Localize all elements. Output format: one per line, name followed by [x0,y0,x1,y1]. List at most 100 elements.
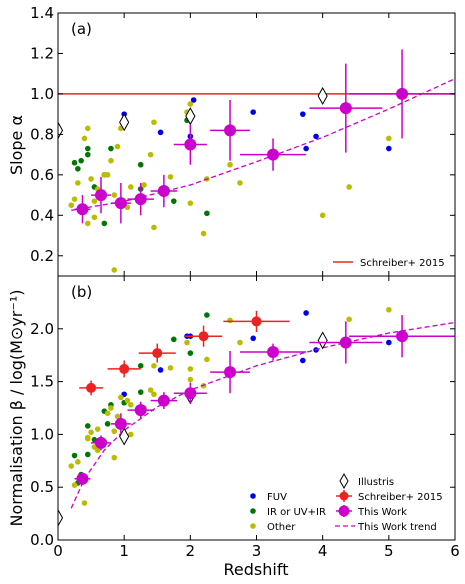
data-point [71,159,78,166]
data-point-large [396,330,409,343]
data-point [108,145,114,152]
data-point [204,210,210,217]
data-point [151,119,157,126]
data-point [237,180,243,186]
data-point-large [224,366,237,379]
data-point [91,214,98,221]
this-work-trend-line [70,321,455,509]
y-tick-label: 0.8 [30,125,54,143]
y-axis-title: Slope α [7,115,26,175]
data-point [68,202,75,208]
illustris-diamond [58,508,64,527]
legend-swatch-big-dot [338,505,350,517]
illustris-diamond [317,86,328,105]
x-tick-label: 4 [318,542,328,560]
data-point [71,482,78,488]
data-point [71,452,78,459]
legend-label: Illustris [358,477,394,488]
series-other [68,101,392,273]
x-tick-label: 5 [384,542,394,560]
data-point [101,220,108,227]
data-point [151,391,157,398]
legend-swatch-big-dot [339,491,349,501]
panel-a: 0.2 0.4 0.6 0.8 1.0 1.2 1.4 Slope α (a) Schreiber… [7,4,456,277]
data-point [204,356,210,363]
x-tick-label: 1 [119,542,129,560]
data-point [75,165,81,172]
data-point [303,310,309,316]
panel-label: (a) [71,20,92,38]
y-tick-label: 1.5 [30,373,54,391]
data-point [157,129,164,136]
y-tick-label: 0.0 [30,531,54,549]
data-point [386,306,392,313]
data-point [111,428,118,435]
data-point [137,161,144,168]
data-point-large [157,394,170,407]
data-point [118,394,124,401]
data-point-large [396,87,409,100]
data-point [84,151,91,158]
data-point-large [114,417,127,430]
series-ir-or-uv-ir [71,312,210,486]
data-point [167,365,174,371]
data-point [250,335,256,342]
data-point-large [95,436,108,449]
data-point [88,176,94,182]
data-point [170,336,177,343]
data-point-large [134,193,147,206]
data-point [137,389,144,395]
data-point [170,198,177,204]
data-point-large [152,348,163,359]
y-tick-label: 0.4 [30,206,54,224]
legend-label: Schreiber+ 2015 [358,492,443,503]
data-point [111,454,118,461]
y-tick-label: 1.4 [30,4,54,22]
legend-label: Other [267,522,296,533]
data-point [386,145,392,152]
illustris-diamond [317,331,328,350]
data-point [386,339,392,346]
data-point [78,157,84,164]
plot-area [58,306,455,527]
illustris-diamond [185,107,196,126]
series-illustris [58,86,328,140]
data-point-large [157,185,170,198]
data-point-large [76,472,89,485]
series-other [68,306,392,506]
data-point [190,97,197,103]
data-point [250,109,256,115]
data-point [108,405,114,411]
data-point-large [339,102,352,115]
legend: Schreiber+ 2015 [333,258,445,269]
data-point [84,435,91,442]
data-point [227,161,233,168]
data-point [111,192,118,198]
data-point [75,180,81,186]
x-tick-label: 2 [186,542,196,560]
data-point [147,387,154,393]
data-point-large [251,316,262,327]
this-work-trend-line [71,78,455,211]
legend-label: This Work trend [357,522,437,533]
series-this-work [74,315,455,486]
legend-label: Schreiber+ 2015 [360,258,445,269]
data-point [124,397,131,404]
x-axis-title: Redshift [224,560,289,579]
data-point [137,362,144,369]
y-tick-label: 0.6 [30,166,54,184]
data-point [81,500,88,506]
data-point [187,101,194,107]
data-point [88,429,94,436]
data-point-large [224,124,237,137]
data-point-large [339,336,352,349]
data-point [300,357,306,364]
data-point-large [134,404,147,417]
data-point [104,172,111,178]
data-point [84,125,91,132]
data-point-large [95,189,108,202]
data-point [386,135,392,142]
data-point [319,212,326,219]
